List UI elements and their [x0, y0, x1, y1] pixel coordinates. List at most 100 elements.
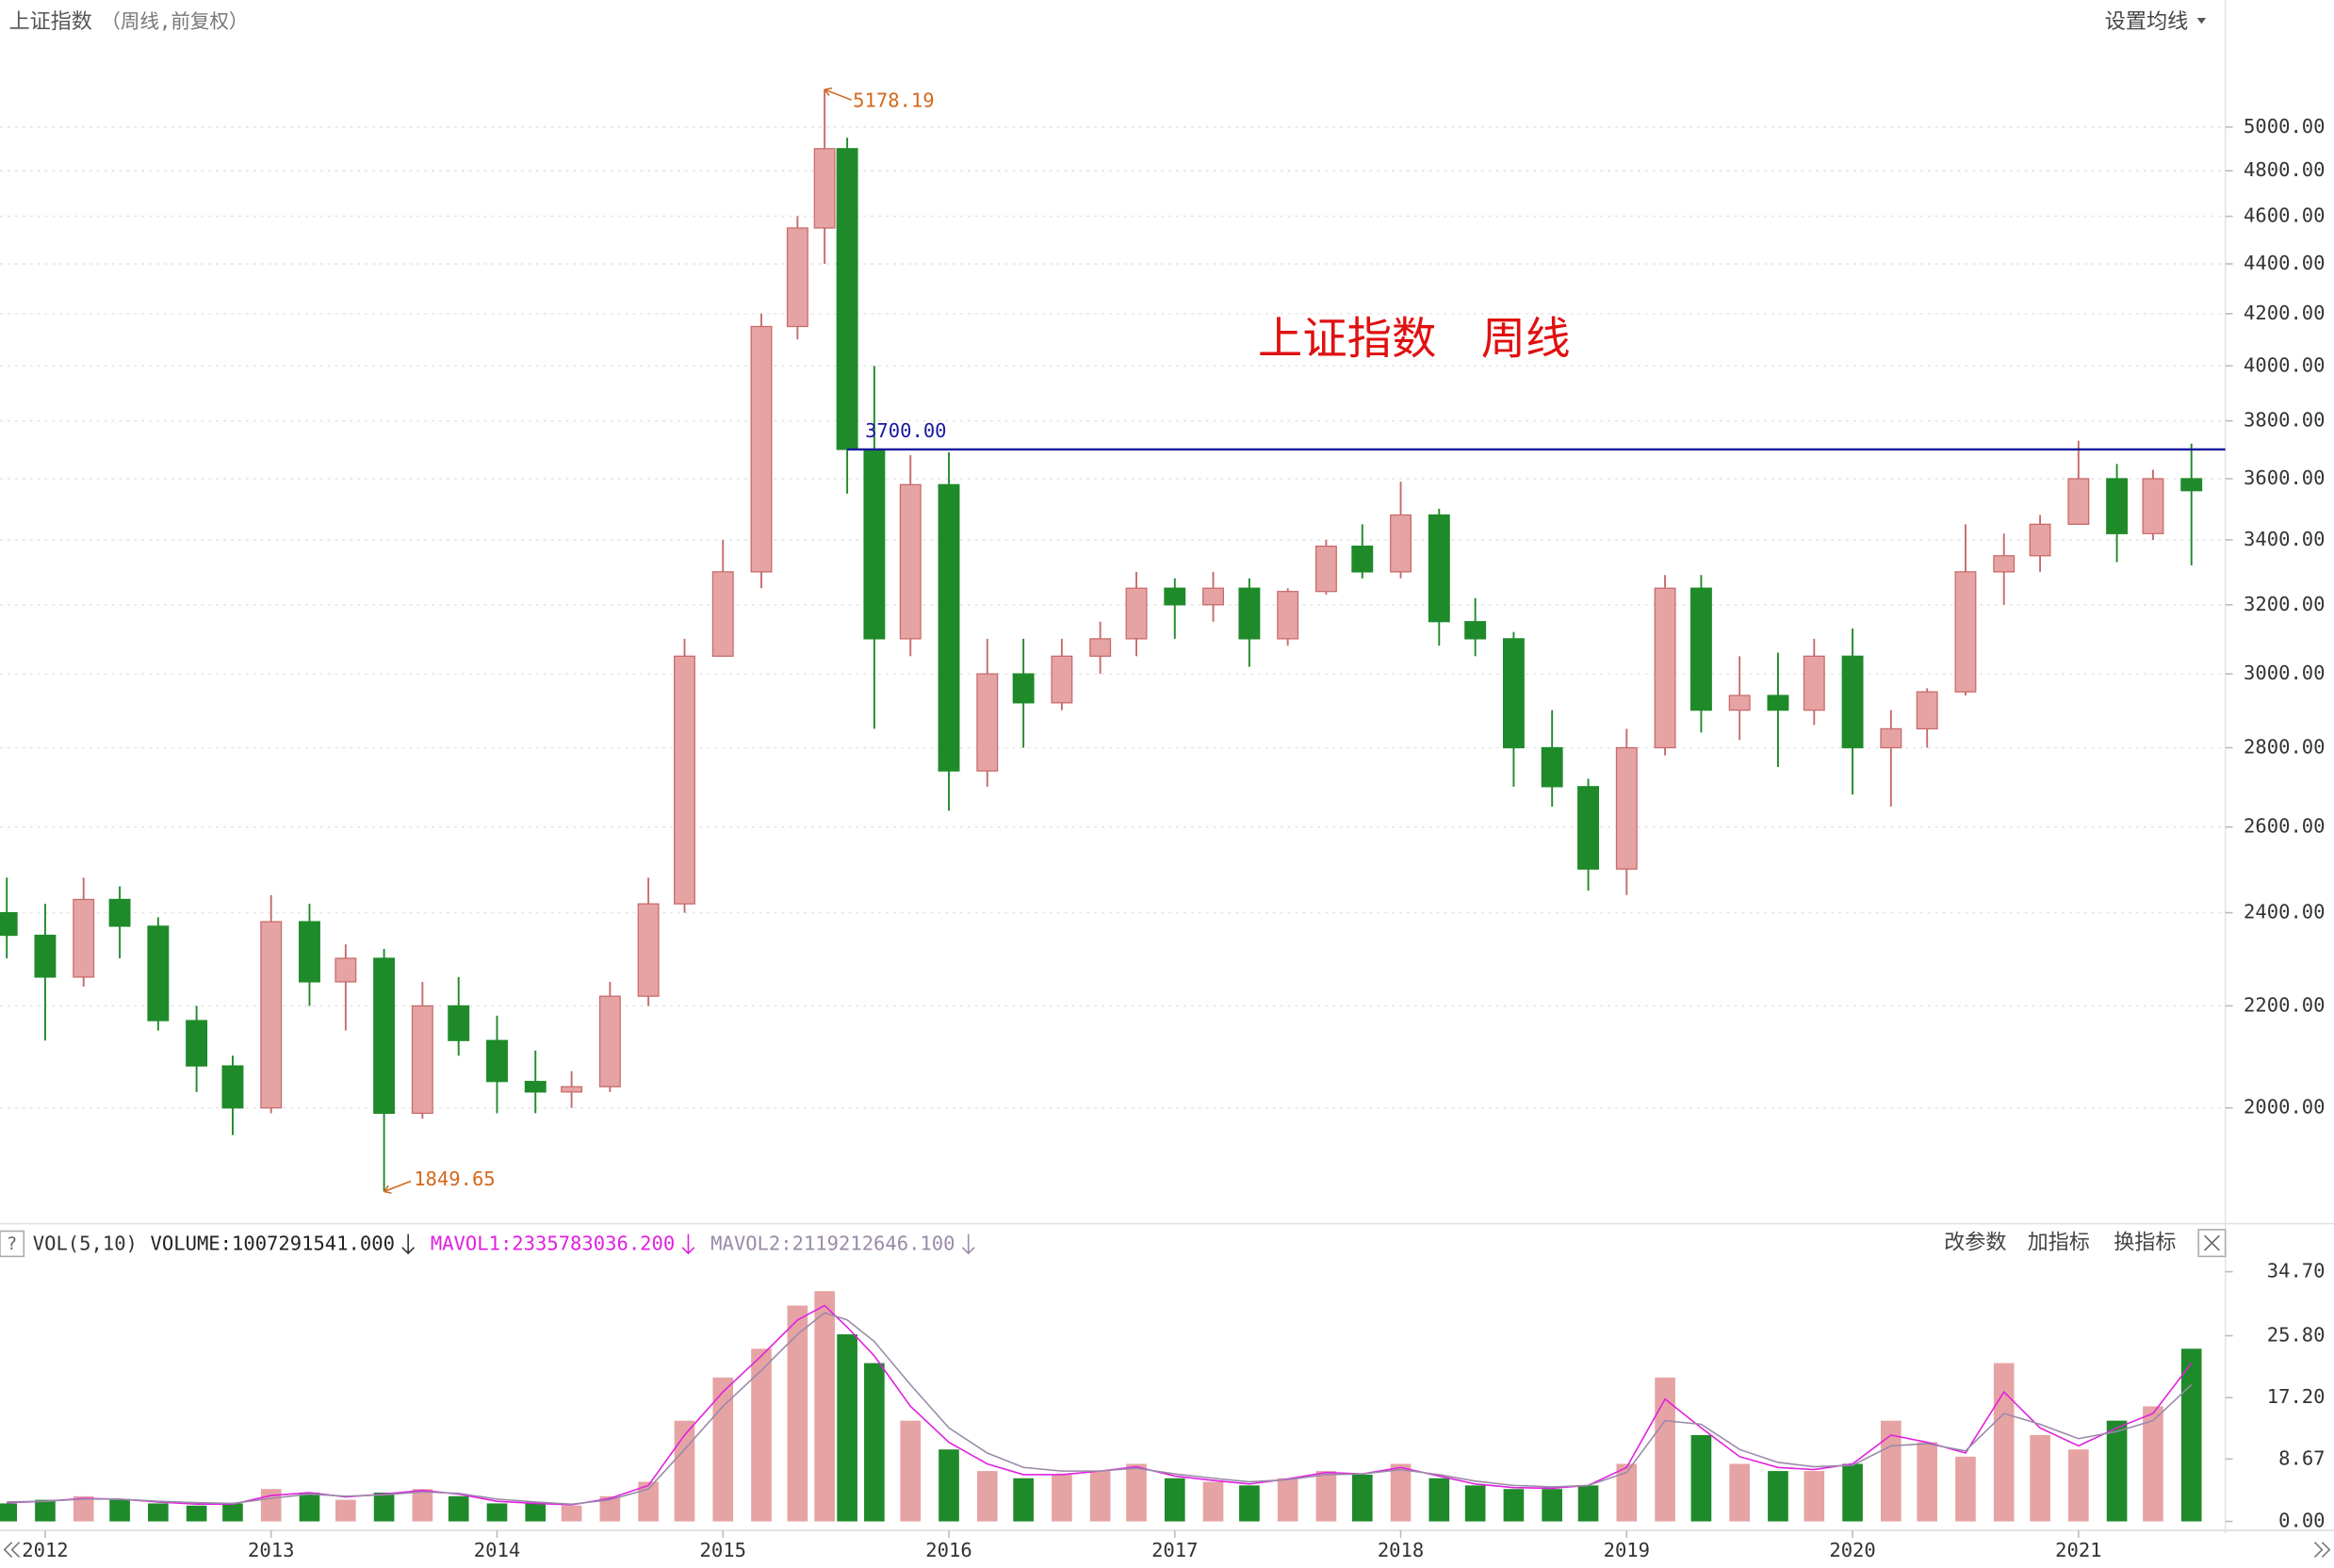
close-icon — [2204, 1234, 2220, 1251]
volume-bar — [1428, 1478, 1450, 1522]
volume-bar — [787, 1305, 808, 1522]
candle-body — [335, 957, 357, 983]
candle-body — [2180, 478, 2203, 492]
y-tick-label: 3400.00 — [2244, 528, 2325, 550]
volume-bar — [1315, 1471, 1337, 1522]
volume-bar — [1616, 1463, 1638, 1522]
max-arrow — [824, 87, 852, 101]
volume-bar — [638, 1481, 659, 1522]
candle-body — [1541, 746, 1563, 788]
y-tick-label: 2400.00 — [2244, 901, 2325, 923]
x-tick-label: 2021 — [2055, 1539, 2101, 1561]
candle-body — [1238, 587, 1261, 640]
menu-caret — [2196, 17, 2207, 24]
candle-body — [938, 483, 960, 772]
y-tick-label: 8.67 — [2278, 1446, 2325, 1469]
volume-bar — [1351, 1474, 1373, 1522]
volume-bar — [837, 1334, 857, 1522]
volume-bar — [1089, 1471, 1111, 1522]
volume-bar — [1842, 1463, 1863, 1522]
candle-body — [1202, 587, 1224, 606]
volume-bar — [186, 1505, 207, 1522]
candle-body — [1767, 694, 1789, 711]
volume-bar — [814, 1291, 835, 1522]
candle-body — [73, 898, 95, 978]
volume-bar — [1013, 1478, 1034, 1522]
volume-bar — [1655, 1377, 1675, 1522]
candle-body — [1464, 621, 1487, 640]
help-icon: ? — [7, 1233, 17, 1254]
candle-body — [1803, 655, 1825, 711]
y-tick-label: 4000.00 — [2244, 353, 2325, 376]
volume-bar — [73, 1495, 94, 1522]
ma-settings-menu[interactable]: 设置均线 — [2105, 9, 2188, 34]
x-tick-label: 2015 — [700, 1539, 746, 1561]
volume-bar — [412, 1489, 433, 1522]
candle-body — [561, 1086, 583, 1093]
candle-body — [1012, 673, 1035, 704]
candle-body — [674, 655, 695, 905]
candle-body — [750, 325, 773, 573]
help-button[interactable] — [0, 1230, 25, 1258]
readout-arrow — [401, 1233, 416, 1255]
indicator-readout: MAVOL1:2335783036.200 — [431, 1233, 675, 1255]
candle-body — [1164, 587, 1186, 606]
volume-bar — [1917, 1442, 1938, 1522]
candle-body — [1615, 746, 1638, 870]
candle-body — [221, 1065, 244, 1109]
volume-bar — [2180, 1348, 2202, 1522]
candle-body — [2142, 478, 2164, 534]
volume-bar — [1955, 1456, 1976, 1522]
volume-bar — [2030, 1434, 2050, 1522]
scroll-left[interactable] — [3, 1542, 21, 1559]
y-tick-label: 17.20 — [2267, 1385, 2326, 1408]
volume-bar — [0, 1503, 18, 1522]
indicator-title: VOL(5,10) — [33, 1233, 138, 1255]
x-tick-label: 2016 — [925, 1539, 971, 1561]
candle-body — [186, 1020, 208, 1067]
y-tick-label: 4600.00 — [2244, 204, 2325, 227]
min-arrow — [383, 1180, 412, 1194]
candle-body — [813, 148, 836, 229]
y-tick-label: 25.80 — [2267, 1324, 2326, 1347]
x-tick-label: 2018 — [1378, 1539, 1424, 1561]
volume-bar — [976, 1471, 998, 1522]
candle-body — [2106, 478, 2129, 534]
volume-bar — [1577, 1485, 1599, 1522]
y-tick-label: 3600.00 — [2244, 466, 2325, 489]
volume-bar — [864, 1363, 885, 1522]
candle-body — [598, 995, 621, 1087]
candle-body — [1051, 655, 1073, 704]
y-tick-label: 34.70 — [2267, 1260, 2326, 1282]
max-label: 5178.19 — [853, 90, 934, 112]
scroll-right[interactable] — [2313, 1542, 2331, 1559]
indicator-readout: VOLUME:1007291541.000 — [151, 1233, 395, 1255]
candle-body — [108, 898, 131, 927]
indicator-readout: MAVOL2:2119212646.100 — [710, 1233, 955, 1255]
reference-line-label: 3700.00 — [865, 419, 946, 442]
candle-body — [524, 1081, 547, 1093]
x-tick-label: 2017 — [1151, 1539, 1198, 1561]
candle-body — [1125, 587, 1148, 640]
candle-body — [976, 673, 999, 772]
candle-body — [2029, 523, 2051, 557]
candle-body — [34, 934, 57, 978]
volume-bar — [486, 1503, 508, 1522]
volume-bar — [222, 1503, 243, 1522]
indicator-button[interactable]: 换指标 — [2114, 1231, 2176, 1255]
chart-annotation: 上证指数 周线 — [1258, 313, 1571, 365]
volume-bar — [525, 1503, 547, 1522]
indicator-button[interactable]: 加指标 — [2028, 1231, 2090, 1255]
min-label: 1849.65 — [414, 1168, 495, 1190]
x-tick-label: 2014 — [474, 1539, 520, 1561]
volume-bar — [561, 1505, 582, 1522]
volume-bar — [1804, 1471, 1825, 1522]
volume-bar — [2143, 1406, 2163, 1522]
candle-body — [637, 903, 660, 997]
candle-body — [1654, 587, 1676, 749]
volume-bar — [938, 1449, 959, 1522]
candle-body — [448, 1004, 470, 1041]
indicator-button[interactable]: 改参数 — [1944, 1231, 2006, 1255]
